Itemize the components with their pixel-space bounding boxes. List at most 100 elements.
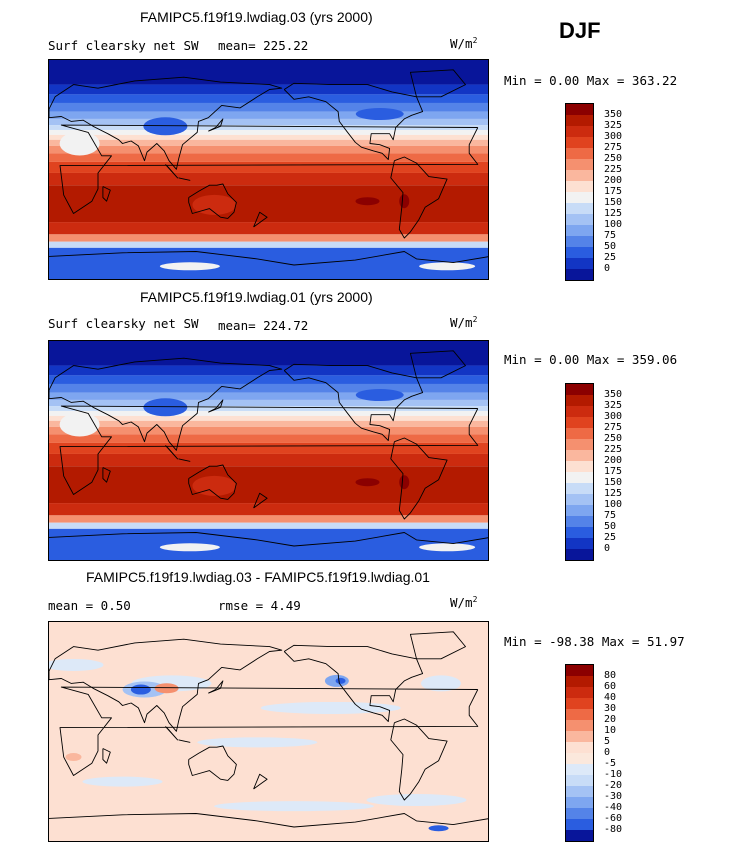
map-contour-band	[49, 392, 488, 400]
coastline	[49, 532, 488, 547]
map-contour-band	[49, 145, 488, 154]
map-contour-band	[49, 522, 488, 529]
panel3-units: W/m2	[450, 595, 478, 611]
coastline	[283, 644, 424, 722]
colorbar-swatch	[566, 698, 593, 709]
map-diff-region	[214, 801, 374, 812]
colorbar-swatch	[566, 181, 593, 192]
coastline	[178, 458, 191, 462]
colorbar-label: 25	[604, 252, 617, 263]
map-contour-band	[49, 406, 488, 411]
colorbar-label: 275	[604, 422, 623, 433]
coastline	[208, 680, 224, 694]
colorbar-label: 40	[604, 692, 617, 703]
colorbar-swatch	[566, 192, 593, 203]
coastline	[188, 464, 237, 500]
map-diff-region	[197, 737, 318, 748]
panel1-title: FAMIPC5.f19f19.lwdiag.03 (yrs 2000)	[140, 9, 373, 25]
colorbar-label: 150	[604, 197, 623, 208]
map-diff-region	[260, 701, 401, 714]
map-feature-antarctic	[419, 543, 476, 552]
map-feature-namerica	[355, 108, 404, 121]
colorbar-swatch	[566, 764, 593, 775]
map-contour-band	[49, 161, 488, 173]
map-feature-antarctic	[159, 543, 220, 552]
panel2-units: W/m2	[450, 315, 478, 331]
map-feature-andes	[399, 475, 410, 490]
colorbar-label: 5	[604, 736, 611, 747]
map-feature-maximum	[355, 197, 380, 206]
map-contour-band	[49, 415, 488, 421]
colorbar-swatch	[566, 775, 593, 786]
coastline	[409, 631, 466, 660]
colorbar-label: 50	[604, 521, 617, 532]
map-contour-band	[49, 134, 488, 140]
colorbar-label: 200	[604, 455, 623, 466]
colorbar-swatch	[566, 384, 593, 395]
coastline	[390, 156, 448, 239]
colorbar-label: 300	[604, 411, 623, 422]
colorbar-label: 30	[604, 703, 617, 714]
colorbar-swatch	[566, 665, 593, 676]
coastline	[390, 437, 448, 520]
colorbar-label: 175	[604, 186, 623, 197]
colorbar-label: 125	[604, 488, 623, 499]
coastline	[253, 492, 268, 509]
colorbar-swatch	[566, 104, 593, 115]
colorbar-swatch	[566, 203, 593, 214]
colorbar-swatch	[566, 247, 593, 258]
coastline	[49, 76, 283, 170]
colorbar-swatch	[566, 731, 593, 742]
colorbar-swatch	[566, 450, 593, 461]
map-contour-band	[49, 94, 488, 103]
colorbar-swatch	[566, 225, 593, 236]
colorbar-label: 325	[604, 400, 623, 411]
colorbar-swatch	[566, 494, 593, 505]
map-contour-band	[49, 466, 488, 504]
colorbar-label: 20	[604, 714, 617, 725]
map-contour-band	[49, 125, 488, 130]
colorbar-label: 350	[604, 109, 623, 120]
colorbar-label: 10	[604, 725, 617, 736]
map-contour-band	[49, 241, 488, 248]
map-contour-band	[49, 139, 488, 146]
coastline	[49, 251, 488, 266]
map-contour-band	[49, 528, 488, 560]
panel3-title: FAMIPC5.f19f19.lwdiag.03 - FAMIPC5.f19f1…	[86, 569, 430, 585]
map-contour-band	[49, 410, 488, 416]
colorbar-label: -10	[604, 769, 623, 780]
colorbar-swatch	[566, 258, 593, 269]
map-contour-band	[49, 60, 488, 85]
colorbar-swatch	[566, 527, 593, 538]
coastline	[102, 748, 111, 764]
colorbar-label: -80	[604, 824, 623, 835]
colorbar-swatch	[566, 742, 593, 753]
coastline	[253, 211, 268, 228]
colorbar-label: 350	[604, 389, 623, 400]
coastline	[59, 124, 479, 214]
coastline	[253, 773, 268, 790]
map-feature-sahara	[59, 131, 100, 156]
colorbar-swatch	[566, 819, 593, 830]
map-contour-band	[49, 222, 488, 235]
map-diff-region	[366, 794, 467, 807]
colorbar-swatch	[566, 236, 593, 247]
map-contour-band	[49, 515, 488, 523]
colorbar-swatch	[566, 830, 593, 841]
coastline	[59, 405, 479, 495]
map-contour-band	[49, 185, 488, 223]
colorbar-label: -5	[604, 758, 617, 769]
colorbar-label: 325	[604, 120, 623, 131]
colorbar-label: 225	[604, 164, 623, 175]
map-contour-band	[49, 399, 488, 407]
map-contour-band	[49, 375, 488, 384]
map-contour-band	[49, 118, 488, 126]
coastline	[283, 363, 424, 441]
coastline	[165, 726, 179, 741]
colorbar-swatch	[566, 687, 593, 698]
panel3-colorbar	[565, 664, 594, 842]
colorbar-swatch	[566, 406, 593, 417]
colorbar-label: 100	[604, 499, 623, 510]
coastline	[178, 177, 191, 181]
map-contour-band	[49, 434, 488, 443]
